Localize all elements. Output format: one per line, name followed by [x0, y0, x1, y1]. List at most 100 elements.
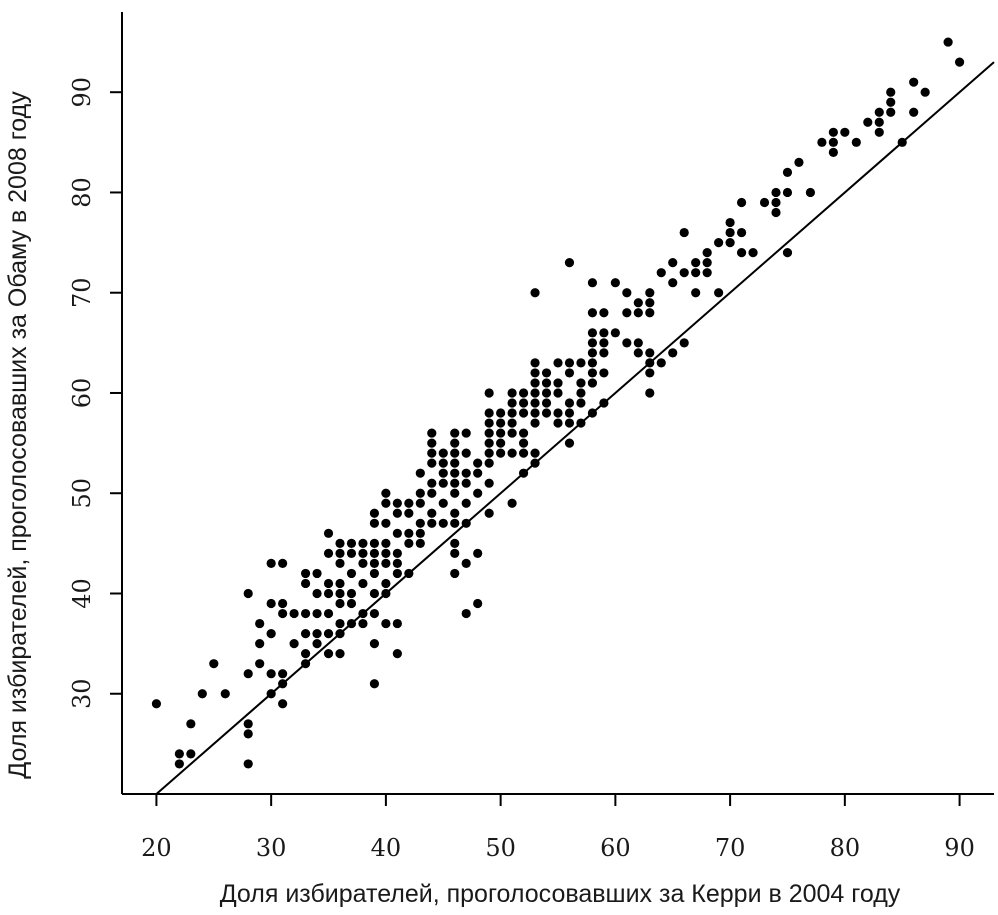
data-point — [427, 438, 437, 448]
data-point — [518, 448, 529, 458]
data-point — [645, 308, 655, 318]
y-axis-title: Доля избирателей, проголосовавших за Оба… — [4, 91, 32, 779]
y-tick-label: 30 — [68, 678, 96, 709]
data-point — [461, 498, 471, 508]
data-point — [323, 578, 334, 589]
y-tick-label: 60 — [68, 378, 96, 409]
data-point — [909, 77, 919, 87]
data-point — [725, 237, 735, 248]
data-point — [759, 197, 770, 208]
data-point — [461, 608, 471, 619]
data-point — [358, 618, 368, 629]
data-point — [599, 308, 609, 318]
data-point — [300, 578, 311, 589]
data-point — [335, 618, 345, 629]
data-point — [702, 268, 712, 278]
data-point — [450, 458, 460, 468]
data-point — [771, 207, 781, 218]
data-point — [438, 498, 448, 508]
data-point — [828, 147, 838, 157]
x-tick-label: 60 — [600, 834, 631, 862]
data-point — [381, 578, 391, 589]
data-point — [530, 398, 540, 408]
data-point — [599, 328, 609, 338]
data-point — [518, 468, 529, 478]
data-point — [369, 568, 380, 579]
data-point — [404, 528, 414, 538]
data-point — [507, 448, 517, 458]
data-point — [438, 478, 448, 488]
data-points — [151, 37, 965, 769]
data-point — [450, 568, 460, 579]
data-point — [461, 448, 471, 458]
data-point — [897, 137, 907, 147]
data-point — [289, 639, 299, 649]
data-point — [369, 588, 380, 599]
data-point — [748, 248, 758, 258]
data-point — [450, 438, 460, 448]
data-point — [392, 508, 402, 518]
data-point — [186, 719, 196, 729]
data-point — [392, 618, 402, 629]
data-point — [335, 649, 345, 659]
data-point — [427, 428, 437, 438]
data-point — [771, 197, 781, 208]
data-point — [828, 127, 838, 137]
data-point — [255, 639, 265, 649]
data-point — [771, 187, 781, 198]
data-point — [576, 398, 586, 408]
data-point — [392, 558, 402, 569]
y-ticks: 30 40 50 60 70 80 90 — [68, 77, 122, 709]
data-point — [840, 127, 850, 137]
x-tick-label: 40 — [371, 834, 402, 862]
data-point — [300, 608, 311, 619]
data-point — [381, 498, 391, 508]
data-point — [473, 598, 483, 609]
data-point — [255, 618, 265, 629]
data-point — [484, 418, 494, 428]
data-point — [484, 408, 494, 418]
data-point — [863, 117, 873, 127]
data-point — [335, 578, 345, 589]
data-point — [312, 608, 322, 619]
data-point — [255, 659, 265, 669]
data-point — [438, 468, 448, 478]
data-point — [725, 227, 735, 238]
data-point — [300, 628, 311, 639]
data-point — [530, 368, 540, 378]
data-point — [358, 608, 368, 619]
data-point — [461, 468, 471, 478]
data-point — [278, 608, 288, 619]
x-tick-label: 20 — [141, 834, 172, 862]
x-tick-label: 70 — [715, 834, 746, 862]
data-point — [415, 538, 425, 548]
data-point — [300, 568, 311, 579]
data-point — [645, 368, 655, 378]
data-point — [541, 408, 552, 418]
data-point — [530, 358, 540, 368]
reference-line — [155, 61, 995, 795]
data-point — [438, 518, 448, 528]
data-point — [496, 428, 506, 438]
data-point — [392, 548, 402, 558]
data-point — [243, 729, 253, 739]
data-point — [736, 248, 747, 258]
data-point — [679, 338, 689, 348]
data-point — [369, 548, 380, 558]
data-point — [381, 538, 391, 548]
data-point — [576, 358, 586, 368]
data-point — [266, 558, 276, 569]
data-point — [702, 248, 712, 258]
data-point — [392, 649, 402, 659]
data-point — [668, 348, 678, 358]
data-point — [530, 388, 540, 398]
data-point — [266, 689, 276, 699]
data-point — [587, 348, 598, 358]
data-point — [886, 87, 896, 97]
data-point — [587, 338, 598, 348]
data-point — [369, 558, 380, 569]
data-point — [450, 448, 460, 458]
data-point — [484, 448, 494, 458]
data-point — [645, 298, 655, 308]
data-point — [312, 568, 322, 579]
